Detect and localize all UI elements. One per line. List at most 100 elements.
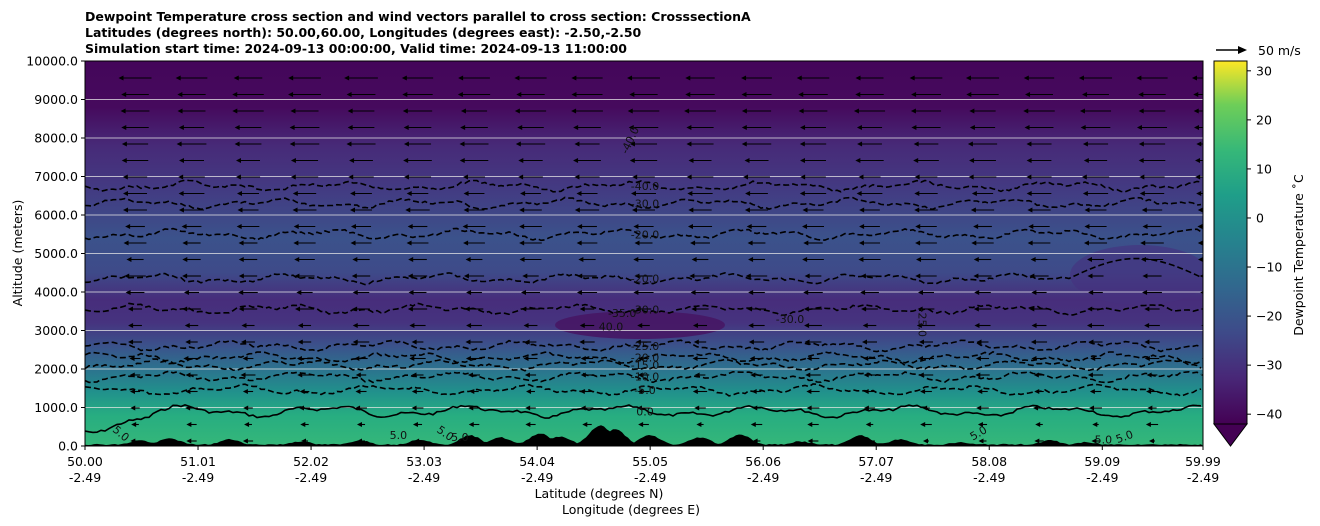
wind-vector-head <box>241 339 247 345</box>
wind-vector-head <box>1144 306 1150 312</box>
wind-vector-head <box>911 125 917 130</box>
contour-label: 40.0 <box>599 321 624 334</box>
contour-label: -20.0 <box>631 351 659 364</box>
wind-vector-head <box>689 273 695 279</box>
wind-vector-head <box>967 141 973 147</box>
x-axis: 50.00-2.4951.01-2.4952.02-2.4953.03-2.49… <box>67 446 1221 485</box>
colorbar-tick-label: −30 <box>1256 358 1282 373</box>
wind-vector-head <box>571 92 577 97</box>
wind-vector-head <box>1078 75 1084 81</box>
wind-vector-head <box>971 191 977 196</box>
wind-vector-head <box>976 405 982 411</box>
wind-vector-head <box>355 405 361 411</box>
wind-vector-head <box>1082 92 1088 97</box>
wind-vector-head <box>634 273 640 279</box>
contour-line <box>85 179 1202 193</box>
wind-vector-head <box>749 356 755 361</box>
wind-vector-head <box>129 372 135 378</box>
wind-vector-head <box>694 372 700 378</box>
x-tick-label-lon: -2.49 <box>521 470 553 485</box>
wind-vector-head <box>855 92 861 97</box>
wind-vector-head <box>910 108 916 114</box>
wind-vector-head <box>1196 141 1202 147</box>
wind-vector-head <box>1082 191 1088 196</box>
wind-vector-head <box>865 422 871 427</box>
colorbar-gradient <box>1213 60 1248 425</box>
wind-vector-head <box>751 389 757 394</box>
wind-vector-head <box>746 224 752 229</box>
wind-vector-head <box>1142 224 1148 229</box>
wind-vector-head <box>236 158 242 163</box>
wind-vector-head <box>861 339 867 345</box>
wind-vector-head <box>232 92 238 97</box>
x-tick-label-lon: -2.49 <box>634 470 666 485</box>
wind-vector-head <box>750 422 756 427</box>
x-tick-label-lon: -2.49 <box>973 470 1005 485</box>
wind-vector-head <box>411 405 417 411</box>
wind-vector-head <box>299 389 305 394</box>
wind-vector-head <box>463 207 469 213</box>
wind-vector-head <box>747 240 753 246</box>
wind-vector-head <box>975 356 981 361</box>
wind-vector-head <box>457 92 463 97</box>
wind-vector-head <box>1141 257 1147 262</box>
contour-line <box>85 404 1202 434</box>
wind-vector-head <box>1028 224 1034 229</box>
wind-vector-head <box>796 75 802 81</box>
wind-vector-head <box>462 174 468 180</box>
wind-vector-head <box>238 240 244 246</box>
wind-vector-head <box>692 389 698 394</box>
wind-vector-head <box>577 273 583 279</box>
wind-vector-head <box>685 75 691 81</box>
wind-vector-head <box>748 339 754 345</box>
wind-vector-head <box>350 191 356 196</box>
wind-vector-head <box>853 108 859 114</box>
wind-vector-head <box>464 306 470 312</box>
wind-vector-head <box>1025 92 1031 97</box>
wind-vector-head <box>288 92 294 97</box>
wind-vector-head <box>978 438 984 444</box>
contour-line <box>85 358 1202 372</box>
wind-vector-head <box>638 422 644 427</box>
wind-vector-head <box>184 323 190 328</box>
wind-vector-head <box>688 207 694 213</box>
contour-label: 5.0 <box>1114 428 1135 446</box>
wind-vector-head <box>352 257 358 262</box>
wind-vector-head <box>468 405 474 411</box>
wind-vector-head <box>636 405 642 411</box>
wind-vector-head <box>627 75 633 81</box>
wind-vector-head <box>178 174 184 180</box>
wind-vector-head <box>977 389 983 394</box>
wind-vector-head <box>182 240 188 246</box>
wind-vector-head <box>686 125 692 130</box>
wind-vector-head <box>402 92 408 97</box>
wind-vector-head <box>918 339 924 345</box>
y-tick-label: 10000.0 <box>26 54 78 69</box>
x-tick-label-lon: -2.49 <box>408 470 440 485</box>
contour-label: -35.0 <box>608 307 636 320</box>
wind-vector-head <box>973 273 979 279</box>
wind-vector-head <box>122 191 128 196</box>
wind-vector-head <box>1203 389 1208 394</box>
wind-vector-head <box>514 75 520 81</box>
chart-title: Dewpoint Temperature cross section and w… <box>85 9 751 57</box>
wind-vector-head <box>409 356 415 361</box>
wind-vector-head <box>1200 373 1203 377</box>
wind-vector-head <box>124 273 130 279</box>
wind-vector-head <box>352 290 358 295</box>
wind-vector-head <box>525 405 531 411</box>
wind-vector-head <box>747 306 753 312</box>
wind-vector-head <box>129 356 135 361</box>
wind-vector-head <box>469 389 475 394</box>
wind-vector-head <box>355 372 361 378</box>
wind-vector-head <box>236 224 242 229</box>
wind-vector-head <box>1029 273 1035 279</box>
wind-vector-head <box>629 92 635 97</box>
wind-vector-head <box>182 273 188 279</box>
wind-vector-head <box>577 224 583 229</box>
x-tick-label-lat: 54.04 <box>519 454 555 469</box>
wind-vector-head <box>804 273 810 279</box>
wind-vector-head <box>970 207 976 213</box>
wind-vector-head <box>234 141 240 147</box>
wind-vector-head <box>976 339 982 345</box>
